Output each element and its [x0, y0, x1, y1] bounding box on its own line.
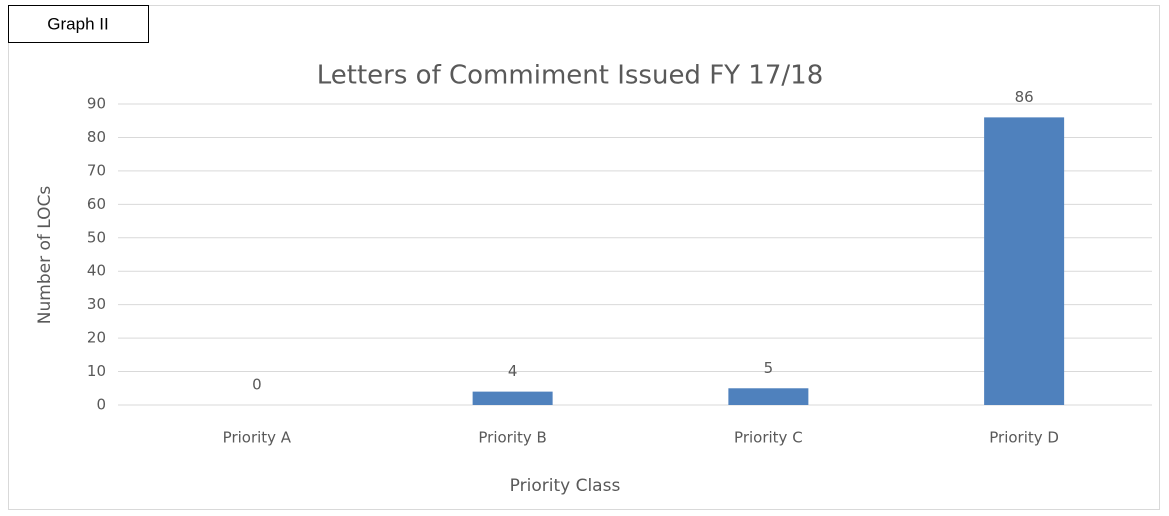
y-tick-label: 10 [87, 362, 106, 380]
y-tick-label: 20 [87, 329, 106, 347]
y-tick-label: 30 [87, 295, 106, 313]
data-label: 86 [1015, 88, 1034, 106]
bar [472, 391, 553, 405]
data-label: 4 [508, 362, 518, 380]
y-tick-label: 60 [87, 195, 106, 213]
y-tick-label: 40 [87, 262, 106, 280]
y-tick-label: 80 [87, 128, 106, 146]
y-axis-title: Number of LOCs [35, 186, 55, 325]
data-label: 0 [252, 376, 262, 394]
x-tick-label: Priority A [223, 429, 292, 447]
y-tick-label: 50 [87, 228, 106, 246]
x-axis-title: Priority Class [510, 476, 621, 496]
x-tick-label: Priority D [989, 429, 1059, 447]
bar [984, 117, 1065, 405]
chart-border [8, 5, 1160, 510]
chart-title: Letters of Commiment Issued FY 17/18 [317, 61, 823, 91]
x-tick-label: Priority B [478, 429, 546, 447]
y-tick-label: 90 [87, 95, 106, 113]
x-tick-label: Priority C [734, 429, 803, 447]
annotation-box [8, 5, 149, 43]
annotation: Graph II [47, 14, 108, 33]
y-tick-label: 0 [96, 396, 106, 414]
bar [728, 388, 809, 405]
y-tick-label: 70 [87, 161, 106, 179]
data-label: 5 [764, 359, 774, 377]
